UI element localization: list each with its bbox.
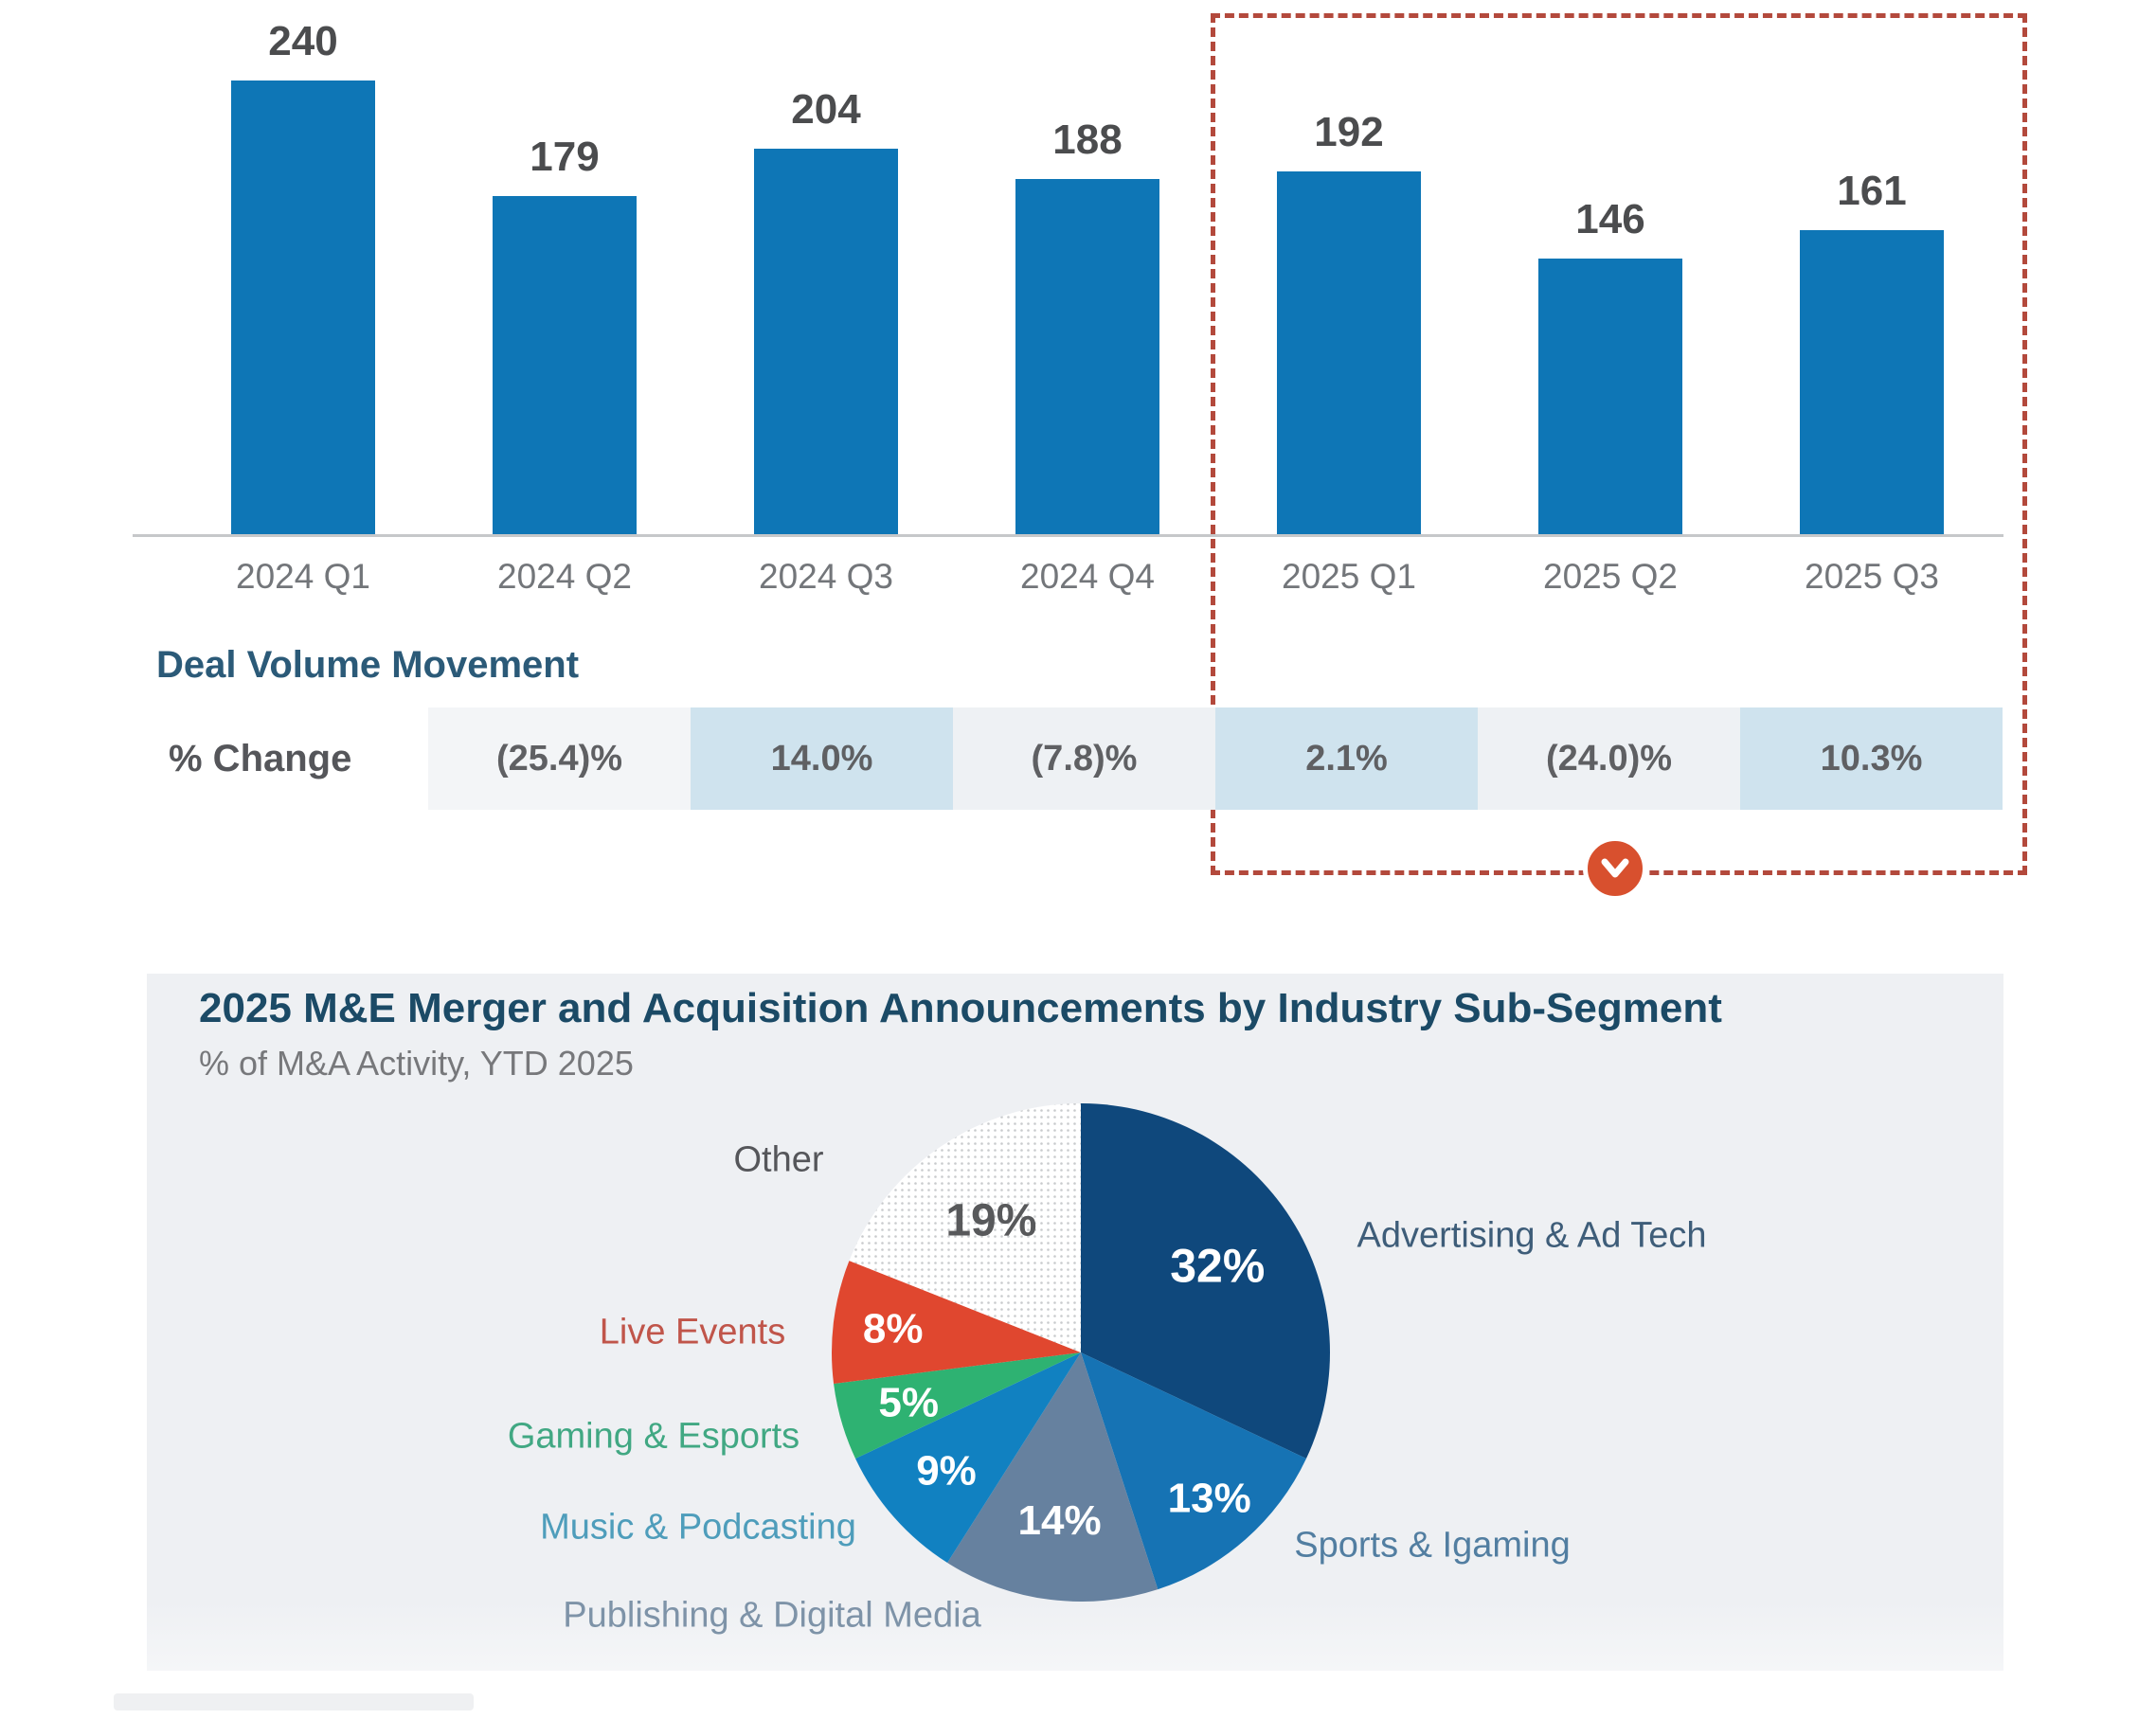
pie-pct-label-music-podcasting: 9% (916, 1448, 977, 1495)
pie-label-other: Other (733, 1139, 824, 1180)
category-label-2024-q1: 2024 Q1 (236, 557, 370, 596)
category-label-2024-q4: 2024 Q4 (1020, 557, 1155, 596)
pct-change-cell: (7.8)% (953, 707, 1215, 810)
bar-value-label: 192 (1314, 109, 1384, 155)
pie-label-gaming-esports: Gaming & Esports (507, 1416, 800, 1457)
pie-chart-title: 2025 M&E Merger and Acquisition Announce… (199, 985, 1722, 1031)
pie-pct-label-sports-igaming: 13% (1168, 1475, 1251, 1521)
industry-sub-segment-pie-chart: 32% 13% 14% 9% 5% 8% 19% (831, 1103, 1331, 1603)
pie-slice-advertising-ad-tech (1081, 1103, 1331, 1459)
bar-value-label: 161 (1837, 168, 1907, 214)
bar-2024-q1 (231, 81, 375, 535)
pie-label-live-events: Live Events (599, 1312, 786, 1352)
bar-value-label: 188 (1052, 116, 1123, 163)
bar-2025-q1 (1277, 171, 1421, 535)
pct-change-cell: (24.0)% (1478, 707, 1740, 810)
pct-change-cell: 2.1% (1215, 707, 1478, 810)
bar-2025-q3 (1800, 230, 1944, 535)
x-axis-line (133, 534, 2003, 537)
bar-value-label: 240 (268, 18, 338, 64)
pct-change-cell: 14.0% (691, 707, 953, 810)
pie-pct-label-publishing-digital-media: 14% (1018, 1497, 1102, 1544)
bar-2024-q4 (1015, 179, 1159, 535)
pie-pct-label-advertising-ad-tech: 32% (1170, 1239, 1265, 1292)
deal-volume-bar-chart: 240 2024 Q1 179 2024 Q2 204 2024 Q3 188 2024 Q4… (0, 0, 2156, 625)
pie-slice-music-podcasting (855, 1352, 1081, 1564)
category-label-2024-q2: 2024 Q2 (497, 557, 632, 596)
pie-slice-sports-igaming (1081, 1352, 1306, 1590)
chevron-down-icon (1598, 854, 1632, 883)
pct-change-cell: (25.4)% (428, 707, 691, 810)
pie-pct-label-gaming-esports: 5% (878, 1379, 939, 1425)
deal-volume-movement-label: Deal Volume Movement (156, 644, 580, 686)
pie-chart-subtitle: % of M&A Activity, YTD 2025 (199, 1044, 634, 1083)
pie-pct-label-live-events: 8% (863, 1305, 924, 1352)
bar-value-label: 204 (791, 86, 861, 133)
pie-label-sports-igaming: Sports & Igaming (1294, 1525, 1571, 1566)
bar-2024-q2 (493, 196, 637, 535)
category-label-2025-q1: 2025 Q1 (1282, 557, 1416, 596)
pie-label-advertising-ad-tech: Advertising & Ad Tech (1356, 1215, 1707, 1256)
pie-pct-label-other: 19% (945, 1195, 1036, 1245)
pie-slice-other (849, 1103, 1081, 1352)
bar-value-label: 179 (530, 134, 600, 180)
pct-change-cell: 10.3% (1740, 707, 2003, 810)
pie-label-music-podcasting: Music & Podcasting (540, 1507, 856, 1548)
category-label-2025-q2: 2025 Q2 (1543, 557, 1678, 596)
pie-slice-live-events (831, 1261, 1081, 1384)
category-label-2025-q3: 2025 Q3 (1805, 557, 1939, 596)
pie-slice-gaming-esports (834, 1352, 1081, 1459)
bar-value-label: 146 (1575, 196, 1645, 242)
bar-2024-q3 (754, 149, 898, 535)
bar-2025-q2 (1538, 259, 1682, 535)
cropped-bottom-content (114, 1693, 474, 1710)
pie-label-publishing-digital-media: Publishing & Digital Media (563, 1595, 981, 1636)
pie-slice-publishing-digital-media (947, 1352, 1159, 1603)
pct-change-row-label: % Change (169, 738, 352, 779)
expand-button[interactable] (1583, 836, 1647, 901)
category-label-2024-q3: 2024 Q3 (759, 557, 893, 596)
